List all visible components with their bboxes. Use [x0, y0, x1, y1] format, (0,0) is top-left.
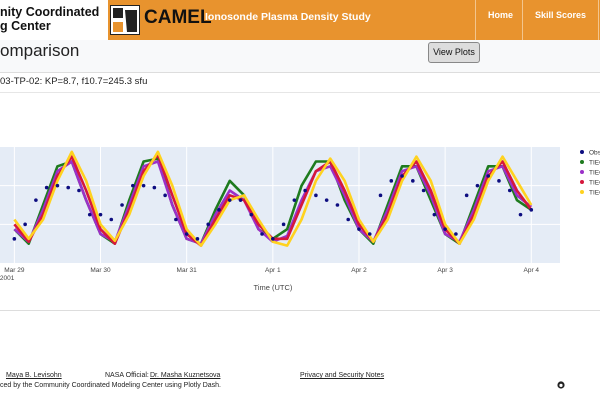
obs-point	[227, 198, 232, 202]
obs-point	[55, 183, 60, 188]
legend-marker	[580, 180, 584, 184]
obs-point	[174, 217, 178, 222]
obs-point	[260, 232, 264, 236]
obs-point	[367, 232, 372, 236]
legend-marker	[580, 190, 584, 194]
obs-point	[12, 237, 17, 241]
obs-point	[44, 185, 49, 190]
obs-point	[206, 222, 211, 227]
github-icon[interactable]	[557, 381, 565, 389]
nasa-official-link[interactable]: Dr. Masha Kuznetsova	[150, 372, 221, 379]
obs-point	[464, 193, 469, 198]
x-tick-label: Apr 2	[351, 267, 367, 274]
obs-point	[131, 183, 135, 188]
obs-point	[324, 198, 329, 202]
obs-point	[152, 185, 157, 190]
toolbar	[0, 40, 600, 73]
x-tick-label: Apr 1	[265, 267, 281, 274]
org-name: nity Coordinated g Center	[0, 0, 108, 40]
obs-point	[454, 232, 458, 236]
legend-label: TIEG	[589, 169, 600, 176]
view-plots-button[interactable]: View Plots	[428, 42, 480, 63]
obs-point	[163, 193, 167, 198]
org-line: g Center	[0, 19, 51, 33]
study-name: Ionosonde Plasma Density Study	[205, 11, 371, 23]
obs-point	[443, 227, 447, 231]
x-tick-label: Mar 29 2001	[0, 267, 25, 282]
legend-label: TIEG	[589, 159, 600, 166]
obs-point	[292, 198, 297, 202]
nav-link[interactable]: Skill Scores	[522, 0, 600, 40]
obs-point	[421, 188, 426, 193]
legend-label: TIEG	[589, 189, 600, 196]
legend-label: TIEG	[589, 179, 600, 186]
obs-point	[87, 212, 92, 217]
privacy-link[interactable]: Privacy and Security Notes	[300, 372, 385, 379]
x-tick-label: Apr 3	[437, 267, 453, 274]
model-line	[13, 150, 533, 247]
obs-point	[400, 174, 404, 178]
obs-point	[378, 193, 383, 198]
obs-point	[120, 203, 124, 207]
subtitle: 03-TP-02: KP=8.7, f10.7=245.3 sfu	[0, 76, 148, 87]
legend-marker	[580, 150, 584, 154]
x-axis-title: Time (UTC)	[254, 283, 293, 292]
obs-point	[389, 179, 394, 183]
org-line: nity Coordinated	[0, 5, 100, 19]
obs-point	[249, 212, 254, 217]
legend-marker	[580, 170, 584, 174]
obs-point	[184, 232, 189, 236]
nasa-label: NASA Official:	[105, 372, 149, 379]
obs-point	[109, 217, 114, 222]
obs-point	[66, 185, 71, 190]
obs-point	[357, 227, 361, 231]
obs-point	[281, 222, 286, 227]
obs-point	[23, 222, 27, 227]
obs-point	[77, 188, 81, 193]
obs-point	[497, 179, 501, 183]
obs-point	[335, 203, 340, 207]
obs-point	[346, 217, 351, 222]
obs-point	[217, 208, 221, 212]
obs-point	[141, 183, 146, 188]
obs-point	[475, 183, 480, 188]
credit: ced by the Community Coordinated Modelin…	[0, 382, 222, 389]
obs-point	[271, 237, 275, 241]
divider	[0, 92, 600, 93]
logo	[110, 5, 140, 35]
obs-point	[238, 198, 243, 202]
obs-point	[303, 188, 307, 193]
app-name[interactable]: CAMEL	[144, 7, 212, 28]
legend-label: Obs	[589, 149, 600, 156]
divider	[0, 310, 600, 311]
obs-point	[486, 174, 491, 178]
obs-point	[98, 212, 103, 217]
obs-point	[411, 179, 415, 183]
x-tick-label: Apr 4	[524, 267, 540, 274]
obs-point	[432, 212, 437, 217]
developer-link[interactable]: Maya B. Levisohn	[6, 372, 62, 379]
x-tick-label: Mar 31	[177, 267, 198, 274]
obs-point	[518, 212, 523, 217]
obs-point	[34, 198, 38, 202]
obs-point	[507, 188, 512, 193]
legend-marker	[580, 160, 584, 164]
nav-link[interactable]: Home	[475, 0, 525, 40]
obs-point	[529, 208, 534, 212]
page-title: omparison	[0, 41, 80, 60]
obs-point	[195, 237, 200, 241]
obs-point	[314, 193, 318, 198]
x-tick-label: Mar 30	[90, 267, 111, 274]
